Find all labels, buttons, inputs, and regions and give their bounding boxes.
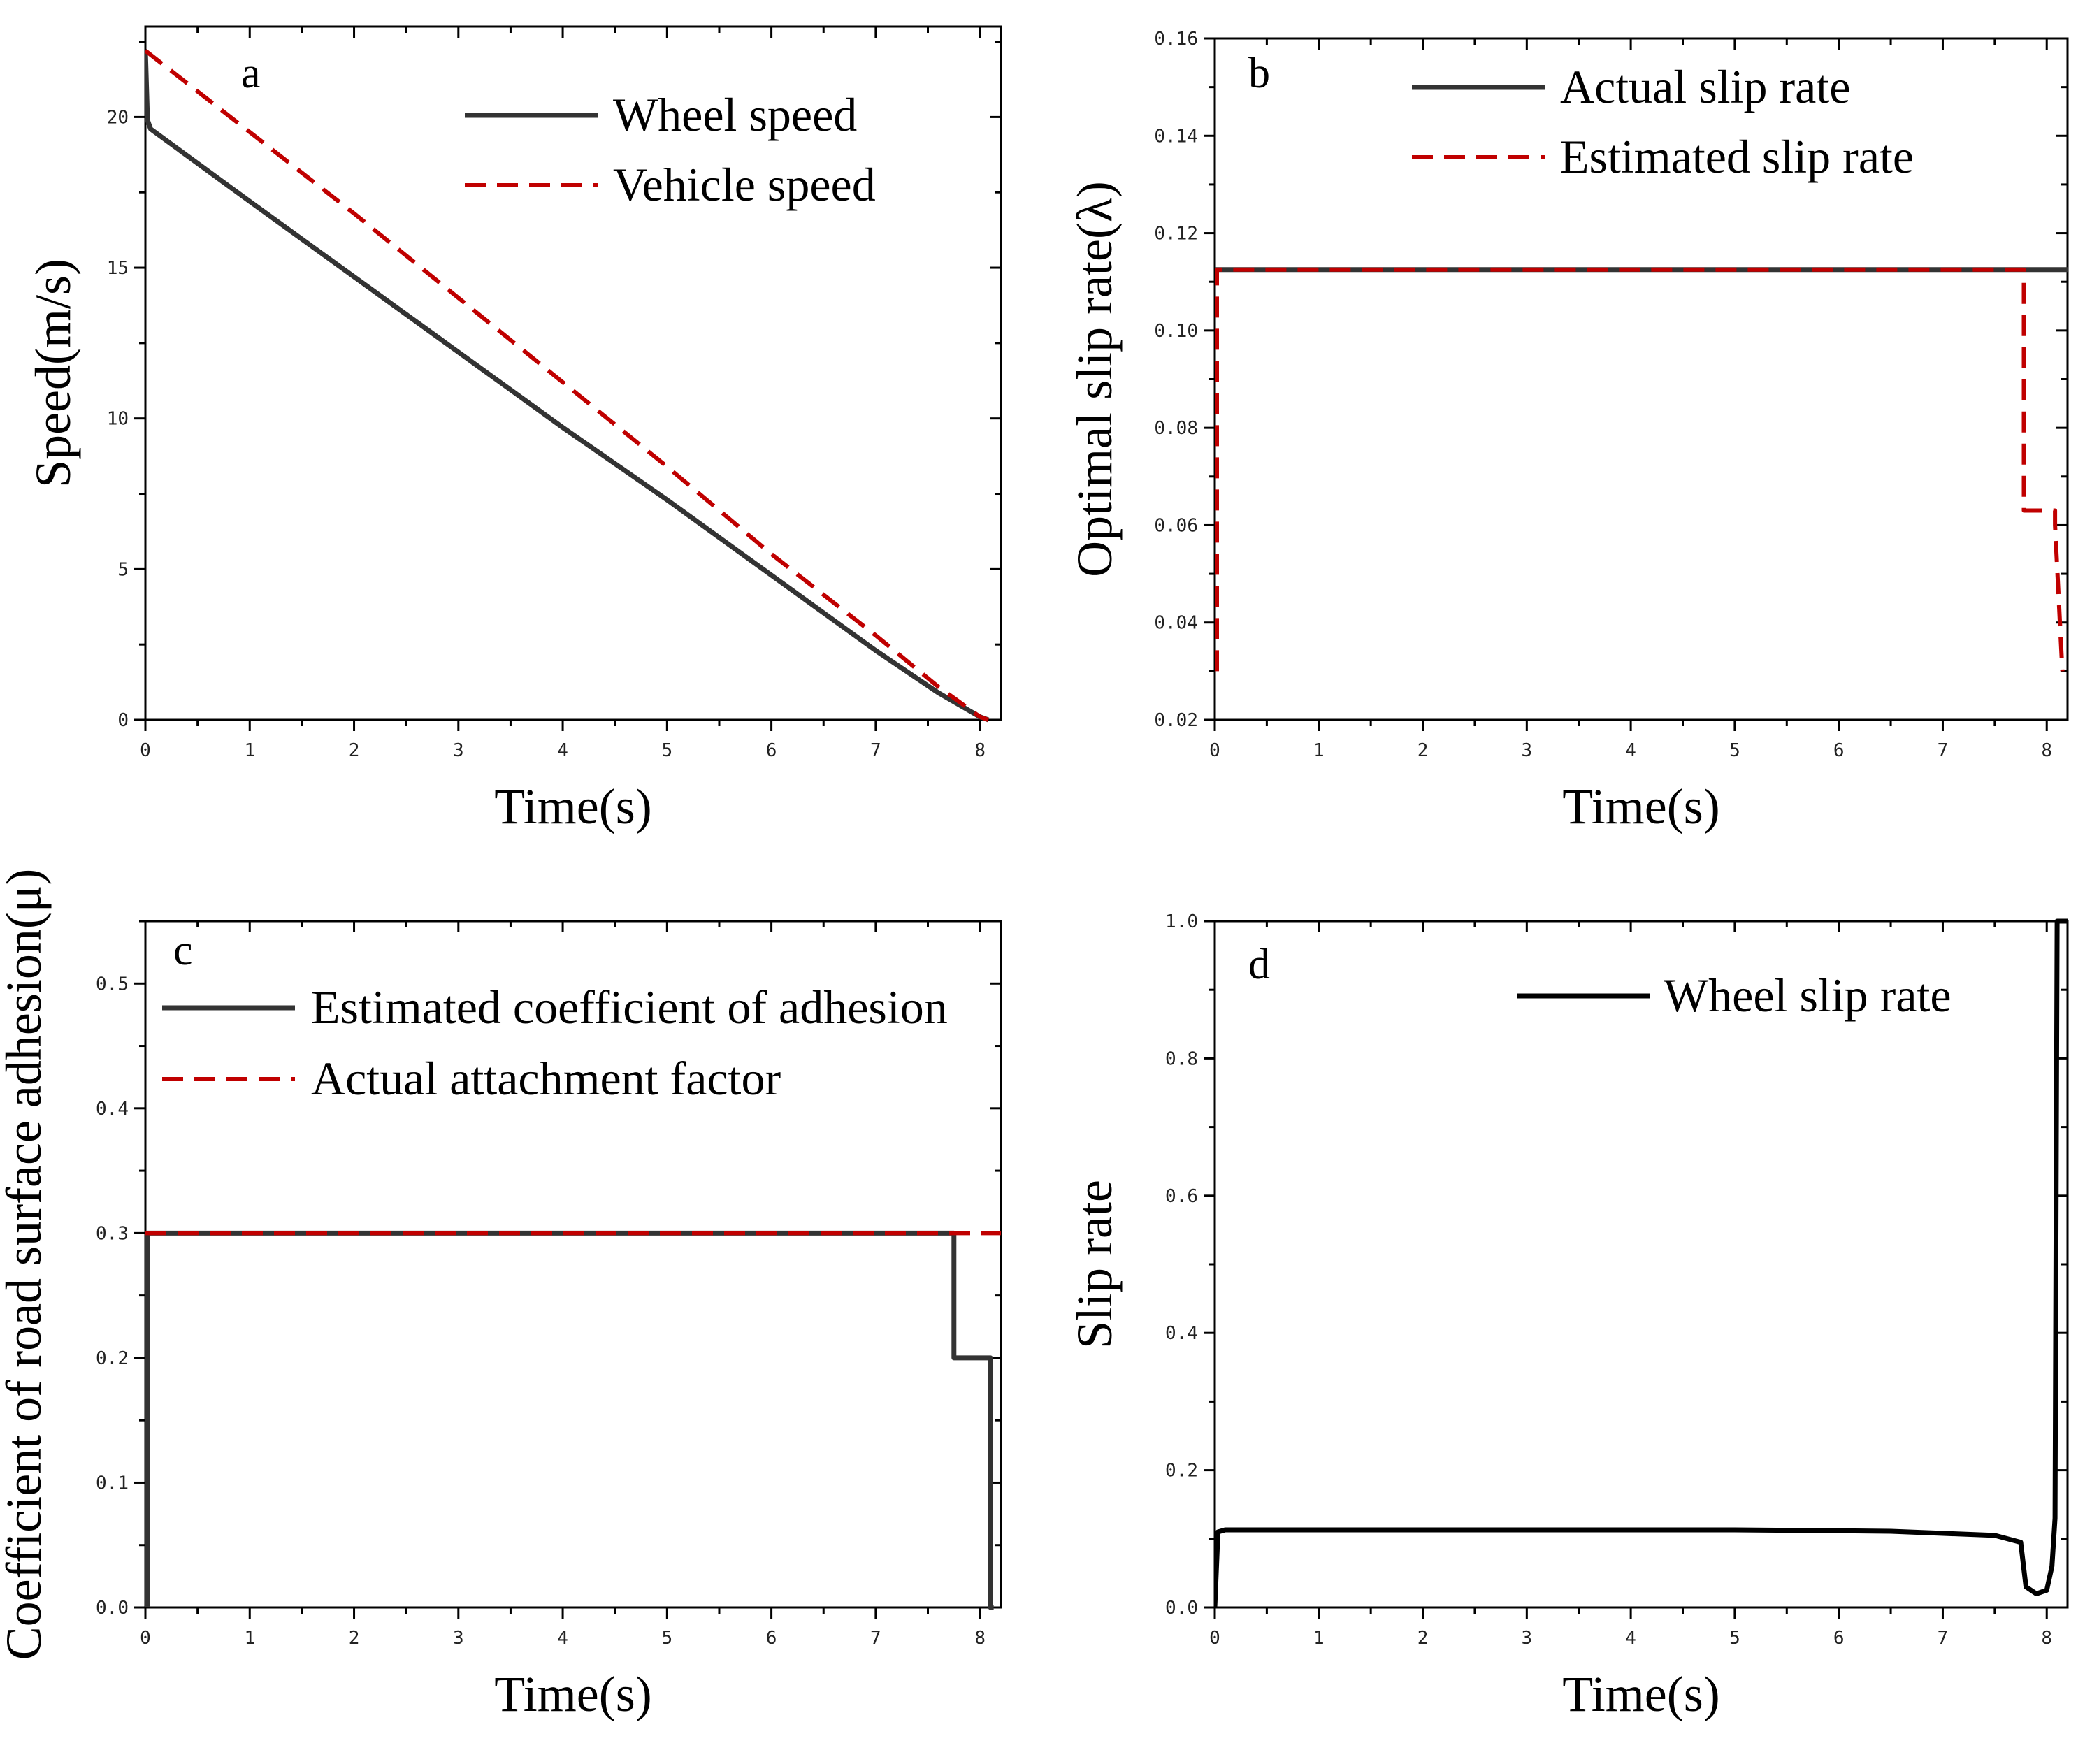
series-line-estimated-slip-rate [1215,267,2065,672]
y-tick-label: 0.4 [1165,1323,1198,1344]
y-tick-label: 20 [107,107,129,128]
x-tick-label: 7 [870,1628,881,1649]
x-axis-title: Time(s) [1562,779,1719,834]
x-tick-label: 3 [1522,1628,1533,1649]
x-tick-label: 0 [1209,1628,1220,1649]
panel-label: c [173,927,193,974]
y-tick-label: 0.10 [1154,321,1198,342]
series-line-estimated-coefficient-of-adhesion [145,1230,994,1610]
x-tick-label: 8 [974,740,986,761]
x-tick-label: 2 [349,1628,360,1649]
chart-panel-b: 0 1 2 3 4 5 6 7 8 0.02 0.04 0.06 0.08 0.10 0.12 0.14 0.1… [1067,29,2069,834]
x-tick-label: 8 [2041,1628,2052,1649]
x-tick-label: 6 [1833,1628,1845,1649]
y-tick-label: 0.0 [96,1598,129,1619]
y-tick-label: 0.16 [1154,29,1198,50]
x-tick-label: 5 [1729,740,1740,761]
legend-label: Actual attachment factor [311,1052,781,1105]
x-tick-label: 2 [1417,740,1429,761]
x-tick-label: 4 [1625,1628,1636,1649]
y-axis-title: Speed(m/s) [25,259,81,488]
y-tick-label: 15 [107,258,129,279]
series-line-wheel-speed [145,50,990,723]
x-tick-label: 8 [974,1628,986,1649]
y-tick-label: 0.8 [1165,1048,1198,1069]
x-tick-label: 2 [1417,1628,1429,1649]
panel-label: b [1248,50,1270,97]
x-tick-label: 2 [349,740,360,761]
y-tick-label: 0.3 [96,1223,129,1244]
legend-label: Wheel slip rate [1664,969,1952,1022]
x-axis-title: Time(s) [494,779,651,834]
plot-frame [144,25,1002,721]
y-tick-label: 5 [117,559,129,580]
legend-label: Actual slip rate [1560,60,1850,113]
x-tick-label: 7 [1938,740,1949,761]
x-tick-label: 5 [662,740,673,761]
y-axis-title: Optimal slip rate(λ) [1067,181,1123,577]
y-tick-label: 0.06 [1154,515,1198,536]
x-axis-title: Time(s) [1562,1666,1719,1722]
y-tick-label: 0.0 [1165,1598,1198,1619]
x-tick-label: 1 [244,740,255,761]
y-tick-label: 0.5 [96,974,129,995]
y-tick-label: 0.4 [96,1099,129,1120]
x-tick-label: 0 [1209,740,1220,761]
series-line-wheel-slip-rate [1215,918,2068,1608]
chart-panel-d: 0 1 2 3 4 5 6 7 8 0.0 0.2 0.4 0.6 0.8 1.0 Time(s) Slip r… [1067,911,2069,1722]
x-axis-title: Time(s) [494,1666,651,1722]
series-line-vehicle-speed [145,49,990,722]
x-tick-label: 8 [2041,740,2052,761]
legend-label: Wheel speed [613,88,857,141]
panel-label: d [1248,941,1270,988]
y-tick-label: 0.08 [1154,418,1198,439]
x-tick-label: 1 [1313,740,1325,761]
x-tick-label: 6 [766,1628,777,1649]
x-tick-label: 5 [1729,1628,1740,1649]
x-tick-label: 5 [662,1628,673,1649]
y-tick-label: 0.1 [96,1473,129,1494]
y-tick-label: 0.6 [1165,1186,1198,1207]
legend: Actual slip rate Estimated slip rate [1412,60,1914,183]
panel-label: a [241,50,261,97]
x-tick-label: 1 [1313,1628,1325,1649]
plot-frame [1213,920,2069,1609]
y-axis-title: Slip rate [1067,1180,1123,1349]
legend-label: Estimated coefficient of adhesion [311,981,948,1034]
x-tick-label: 4 [557,740,568,761]
x-tick-label: 0 [140,740,151,761]
x-tick-label: 7 [870,740,881,761]
x-tick-label: 0 [140,1628,151,1649]
y-tick-label: 1.0 [1165,911,1198,932]
chart-panel-a: 0 1 2 3 4 5 6 7 8 0 5 10 15 20 Time(s) Speed(m/s) a Wheel… [25,25,1002,834]
x-tick-label: 7 [1938,1628,1949,1649]
y-tick-label: 0.2 [96,1348,129,1369]
legend: Wheel slip rate [1517,969,1952,1022]
x-tick-label: 3 [453,740,464,761]
chart-panel-c: 0 1 2 3 4 5 6 7 8 0.0 0.1 0.2 0.3 0.4 0.5 Time(s) Coeffi… [0,869,1002,1722]
x-tick-label: 3 [453,1628,464,1649]
legend-label: Estimated slip rate [1560,130,1914,183]
legend-label: Vehicle speed [613,158,876,211]
y-axis-title: Coefficient of road surface adhesion(μ) [0,869,52,1661]
y-tick-label: 0.02 [1154,710,1198,731]
y-tick-label: 0 [117,710,129,731]
x-tick-label: 6 [766,740,777,761]
y-tick-label: 10 [107,409,129,430]
y-tick-label: 0.04 [1154,613,1198,634]
y-tick-label: 0.12 [1154,224,1198,245]
legend: Estimated coefficient of adhesion Actual … [162,981,948,1105]
x-tick-label: 1 [244,1628,255,1649]
y-tick-label: 0.14 [1154,126,1198,147]
x-tick-label: 6 [1833,740,1845,761]
legend: Wheel speed Vehicle speed [465,88,876,211]
x-tick-label: 3 [1522,740,1533,761]
y-tick-label: 0.2 [1165,1461,1198,1482]
x-tick-label: 4 [557,1628,568,1649]
x-tick-label: 4 [1625,740,1636,761]
